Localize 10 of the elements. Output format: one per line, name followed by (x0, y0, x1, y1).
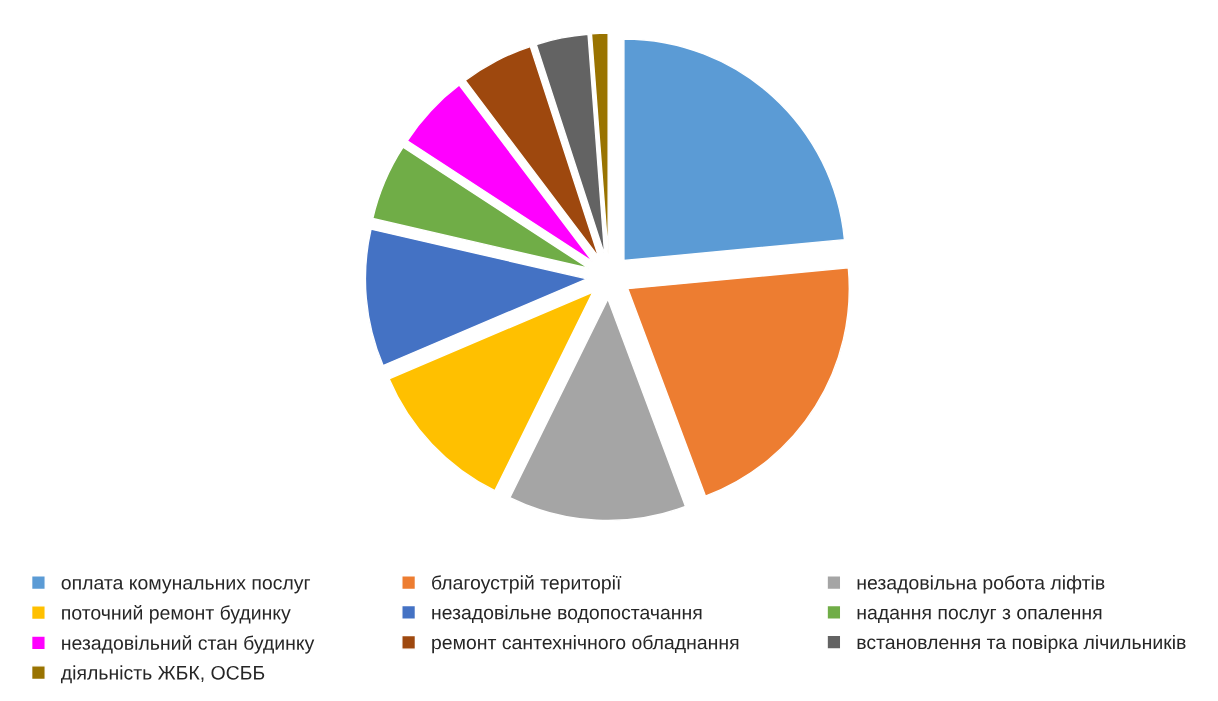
legend-label: надання послуг з опалення (857, 608, 1102, 624)
legend-label: діяльність ЖБК, ОСББ (60, 665, 265, 684)
legend-label: оплата комунальних послуг (61, 578, 311, 594)
legend-label: ремонт сантехнічного обладнання (432, 634, 739, 654)
legend-label: благоустрій території (432, 574, 622, 594)
legend-label: незадовільна робота ліфтів (857, 575, 1105, 594)
legend-label: поточний ремонт будинку (62, 605, 291, 624)
legend-label: незадовільний стан будинку (62, 635, 315, 654)
legend-label: встановлення та повірка лічильників (857, 634, 1186, 654)
legend-label: незадовільне водопостачання (432, 605, 702, 624)
